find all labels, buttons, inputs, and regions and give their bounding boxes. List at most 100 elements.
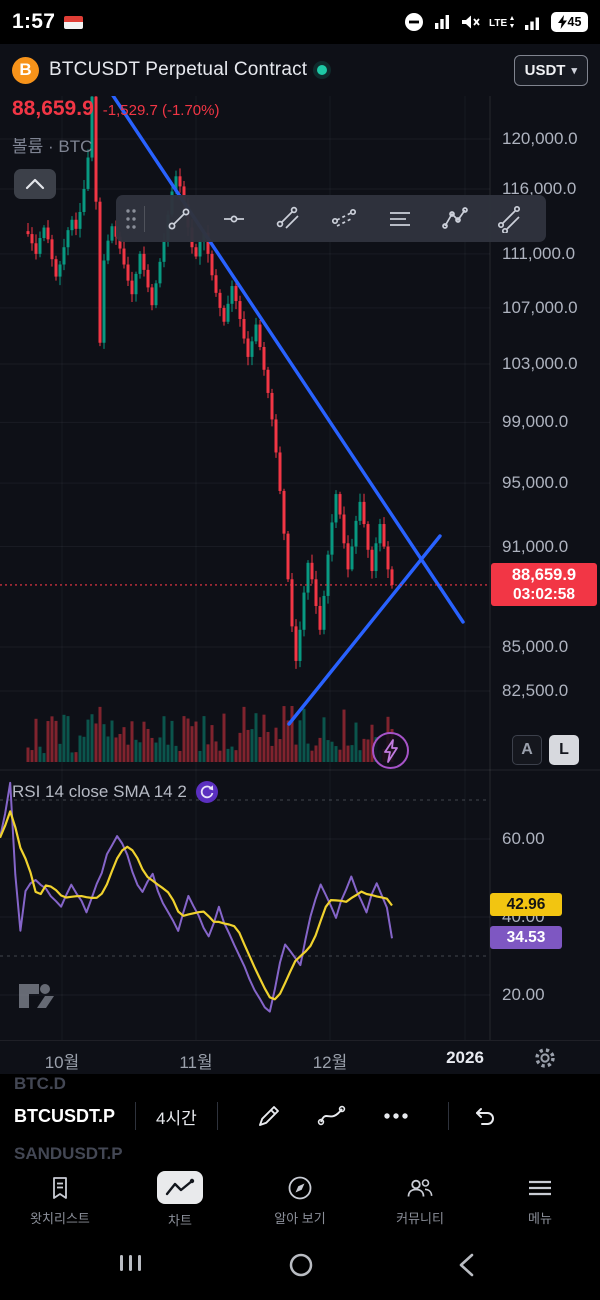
community-icon [407, 1178, 433, 1197]
tool-parallel-channel-button[interactable] [262, 199, 317, 239]
rsi-axis-label: 60.00 [502, 829, 545, 848]
interval-button[interactable]: 4시간 [156, 1104, 197, 1129]
time-axis-label: 11월 [179, 1053, 213, 1072]
current-price-value: 88,659.9 [511, 565, 577, 584]
market-open-indicator [317, 65, 328, 75]
home-button[interactable] [288, 1252, 314, 1278]
auto-scale-button[interactable]: A [512, 735, 542, 765]
chevron-down-icon: ▾ [571, 64, 577, 77]
trend-line-icon [168, 208, 190, 229]
tool-disjoint-channel-button[interactable] [317, 199, 372, 239]
symbol-title: BTCUSDT Perpetual Contract [49, 59, 308, 80]
tool-horizontal-line-button[interactable] [206, 199, 261, 239]
chevron-up-icon [25, 178, 45, 190]
status-bar: 1:57 LTE 45 [0, 0, 600, 44]
currency-label: USDT [524, 61, 566, 79]
drag-handle-icon[interactable] [124, 206, 138, 232]
horizontal-line-icon [223, 215, 244, 222]
horizontal-lines-icon [389, 211, 410, 226]
mute-icon [462, 15, 480, 29]
rsi-axis-label: 20.00 [502, 985, 545, 1004]
price-axis-label: 120,000.0 [502, 129, 578, 148]
pencil-icon [258, 1106, 279, 1126]
do-not-disturb-icon [405, 13, 423, 31]
price-change: -1,529.7 (-1.70%) [102, 102, 220, 119]
tool-parallel-lines-button[interactable] [483, 199, 538, 239]
refresh-icon [195, 781, 218, 803]
watchlist-icon [53, 1176, 67, 1199]
rsi-indicator-label: RSI 14 close SMA 14 2 [12, 782, 187, 801]
price-axis-label: 82,500.0 [502, 681, 569, 700]
recent-apps-button[interactable] [118, 1252, 144, 1274]
recent-apps-icon [120, 1255, 141, 1271]
home-circle-icon [289, 1253, 313, 1277]
bottom-navigation: 왓치리스트 차트 알아 보기 커뮤니티 메뉴 [0, 1162, 600, 1238]
data-usage-icon [435, 15, 449, 29]
indicator-reload-button[interactable] [195, 781, 218, 803]
price-axis-label: 95,000.0 [502, 473, 569, 493]
lte-icon: LTE [489, 16, 514, 29]
last-price: 88,659.9 [12, 97, 94, 120]
time-axis[interactable]: 10월 11월 12월 2026 [0, 1040, 600, 1075]
nav-label: 차트 [168, 1213, 192, 1228]
tool-horizontal-lines-button[interactable] [372, 199, 427, 239]
tradingview-logo [19, 984, 54, 1008]
tool-trend-line-button[interactable] [151, 199, 206, 239]
chart-bottom-toolbar: BTCUSDT.P 4시간 [0, 1090, 600, 1142]
rsi-value-tag: 34.53 [490, 926, 562, 950]
battery-percent: 45 [567, 15, 582, 29]
symbol-header: B BTCUSDT Perpetual Contract USDT ▾ [0, 44, 600, 96]
lightning-icon [383, 738, 398, 763]
nav-label: 메뉴 [528, 1210, 552, 1226]
svg-text:LTE: LTE [489, 18, 507, 29]
time-axis-label: 2026 [446, 1048, 484, 1067]
price-axis-label: 107,000.0 [502, 297, 578, 317]
nav-community[interactable]: 커뮤니티 [360, 1162, 480, 1238]
price-axis-label: 85,000.0 [502, 637, 569, 657]
android-nav-bar [0, 1238, 600, 1300]
toolbar-divider [135, 1102, 137, 1130]
nav-discover[interactable]: 알아 보기 [240, 1162, 360, 1238]
drawing-toolbar [116, 195, 546, 242]
menu-icon [529, 1180, 551, 1195]
collapse-panel-button[interactable] [14, 169, 56, 199]
price-axis-label: 99,000.0 [502, 412, 569, 432]
symbol-button[interactable]: BTCUSDT.P [14, 1105, 116, 1126]
back-button[interactable] [456, 1252, 478, 1278]
nav-label: 왓치리스트 [30, 1210, 90, 1226]
tool-pitchfork-button[interactable] [427, 199, 482, 239]
draw-button[interactable] [254, 1101, 284, 1131]
signal-icon [525, 17, 539, 30]
nav-watchlist[interactable]: 왓치리스트 [0, 1162, 120, 1238]
toolbar-divider [144, 205, 145, 232]
magnet-mode-button[interactable] [372, 732, 409, 769]
indicators-button[interactable] [316, 1101, 348, 1131]
hidden-watchlist-row: BTC.D [14, 1074, 66, 1093]
nav-menu[interactable]: 메뉴 [480, 1162, 600, 1238]
bitcoin-icon: B [12, 56, 39, 84]
log-scale-button[interactable]: L [549, 735, 579, 765]
parallel-channel-icon [276, 206, 299, 229]
hidden-watchlist-row: SANDUSDT.P [14, 1144, 123, 1163]
nav-chart-active[interactable]: 차트 [120, 1162, 240, 1238]
nav-label: 커뮤니티 [396, 1210, 444, 1226]
undo-button[interactable] [469, 1103, 497, 1129]
pitchfork-icon [442, 206, 468, 229]
time-axis-label: 10월 [44, 1053, 80, 1072]
battery-icon: 45 [551, 12, 588, 32]
rsi-indicator-row: RSI 14 close SMA 14 2 [12, 781, 218, 803]
chart-settings-button[interactable] [531, 1044, 559, 1072]
back-chevron-icon [459, 1253, 474, 1277]
price-axis-label: 103,000.0 [502, 354, 578, 374]
gear-icon [535, 1048, 555, 1068]
currency-selector[interactable]: USDT ▾ [513, 54, 588, 86]
price-axis-label: 111,000.0 [502, 243, 576, 263]
current-price-tag: 88,659.9 03:02:58 [491, 562, 597, 606]
clock: 1:57 [12, 10, 56, 33]
chart-icon [157, 1171, 203, 1204]
nav-label: 알아 보기 [274, 1210, 326, 1226]
volume-indicator-label: 볼륨 · BTC [12, 137, 93, 156]
toolbar-divider [447, 1102, 449, 1130]
more-options-button[interactable] [380, 1101, 412, 1131]
price-axis-label: 91,000.0 [502, 536, 569, 556]
